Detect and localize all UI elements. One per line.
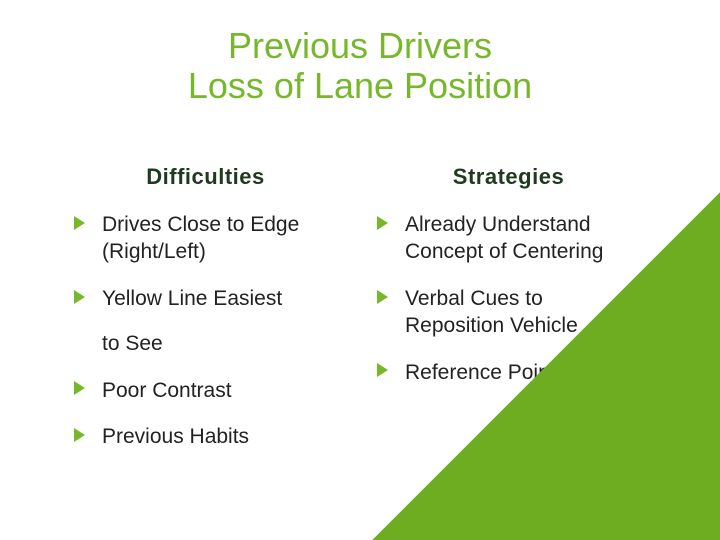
triangle-bullet-icon: [74, 428, 85, 442]
list-item: Already Understand Concept of Centering: [377, 212, 640, 266]
title-line-1: Previous Drivers: [0, 26, 720, 66]
list-item-text: Yellow Line Easiest: [102, 287, 282, 310]
slide-title: Previous Drivers Loss of Lane Position: [0, 26, 720, 107]
triangle-bullet-icon: [74, 216, 85, 230]
triangle-bullet-icon: [74, 290, 85, 304]
list-item: Poor Contrast: [74, 378, 337, 405]
list-item-text: Poor Contrast: [102, 379, 232, 402]
left-bullet-list: Drives Close to Edge (Right/Left) Yellow …: [74, 212, 337, 451]
list-item-text: Previous Habits: [102, 425, 249, 448]
triangle-bullet-icon: [377, 363, 388, 377]
list-item-text: Already Understand Concept of Centering: [405, 213, 603, 263]
list-item-text: Drives Close to Edge (Right/Left): [102, 213, 299, 263]
right-column-header: Strategies: [377, 164, 640, 190]
triangle-bullet-icon: [377, 216, 388, 230]
list-item-text: Verbal Cues to Reposition Vehicle: [405, 287, 578, 337]
triangle-bullet-icon: [74, 381, 85, 395]
list-item-text: to See: [102, 332, 163, 355]
list-item: to See: [74, 331, 337, 358]
title-line-2: Loss of Lane Position: [0, 66, 720, 106]
left-column: Difficulties Drives Close to Edge (Right…: [74, 164, 337, 471]
triangle-bullet-icon: [377, 290, 388, 304]
list-item: Previous Habits: [74, 424, 337, 451]
list-item: Yellow Line Easiest: [74, 286, 337, 313]
slide: Previous Drivers Loss of Lane Position D…: [0, 0, 720, 540]
list-item: Drives Close to Edge (Right/Left): [74, 212, 337, 266]
left-column-header: Difficulties: [74, 164, 337, 190]
